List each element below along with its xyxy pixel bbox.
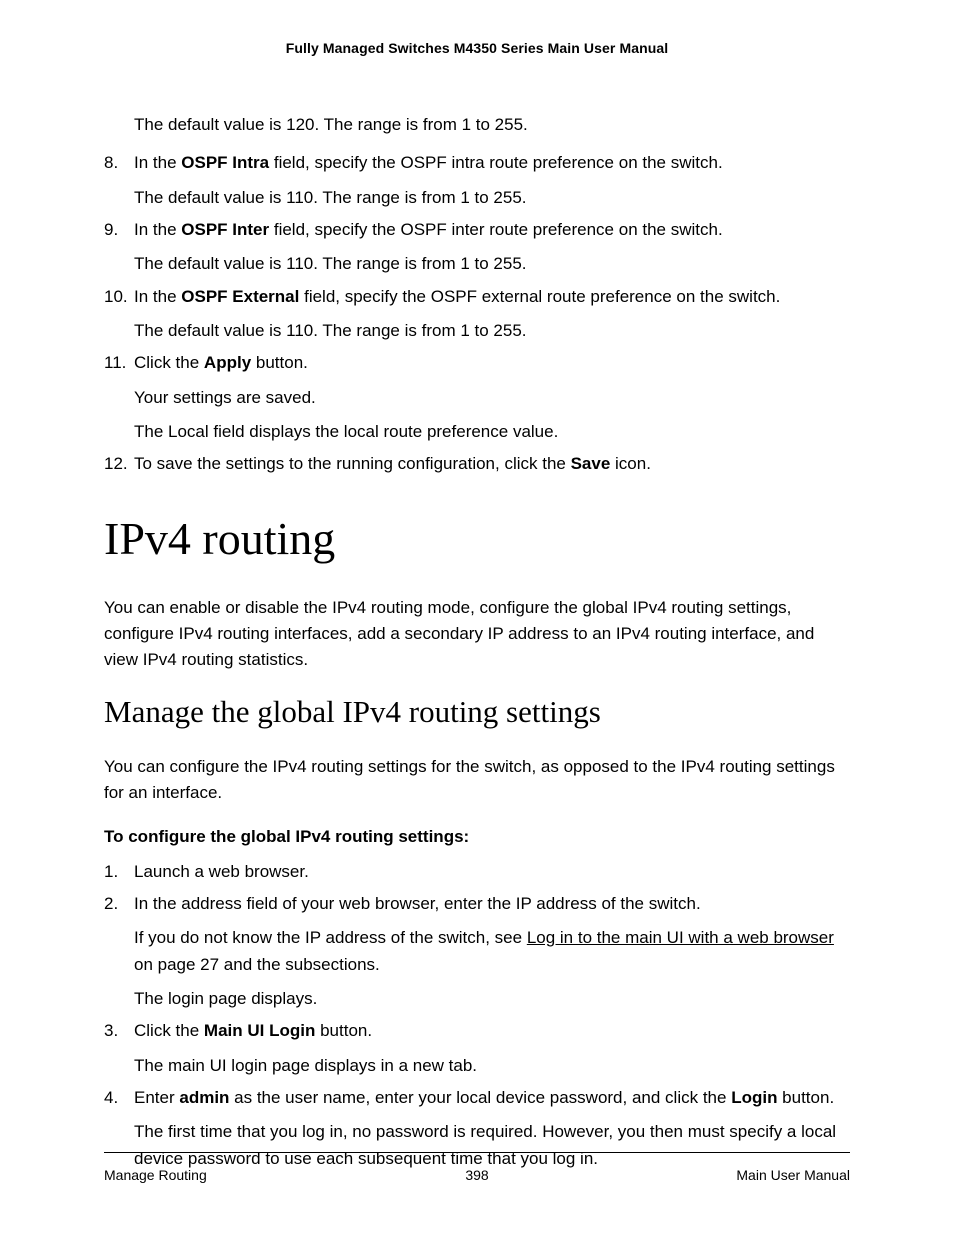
bold-text: Save	[571, 454, 611, 473]
footer-rule	[104, 1152, 850, 1153]
list-item-line: Click the Main UI Login button.	[134, 1018, 850, 1044]
steps-top-list: 8.In the OSPF Intra field, specify the O…	[104, 150, 850, 477]
list-item-line: Launch a web browser.	[134, 859, 850, 885]
list-item: 9.In the OSPF Inter field, specify the O…	[104, 217, 850, 278]
list-item-body: In the OSPF Intra field, specify the OSP…	[134, 150, 850, 211]
bold-text: OSPF External	[181, 287, 299, 306]
body-text: Launch a web browser.	[134, 862, 309, 881]
footer-page-number: 398	[104, 1167, 850, 1183]
list-item-line: The first time that you log in, no passw…	[134, 1119, 850, 1172]
list-item-line: To save the settings to the running conf…	[134, 451, 850, 477]
body-text: icon.	[610, 454, 651, 473]
list-item-number: 1.	[104, 859, 134, 885]
body-text: To save the settings to the running conf…	[134, 454, 571, 473]
list-item: 1.Launch a web browser.	[104, 859, 850, 885]
list-item-body: In the OSPF External field, specify the …	[134, 284, 850, 345]
body-text: In the	[134, 153, 181, 172]
body-text: In the address field of your web browser…	[134, 894, 701, 913]
list-item-line: In the address field of your web browser…	[134, 891, 850, 917]
list-item-line: Click the Apply button.	[134, 350, 850, 376]
bold-text: Main UI Login	[204, 1021, 315, 1040]
body-text: Your settings are saved.	[134, 388, 316, 407]
list-item-number: 9.	[104, 217, 134, 278]
body-text: Click the	[134, 1021, 204, 1040]
subsection-title: Manage the global IPv4 routing settings	[104, 694, 850, 730]
body-text: In the	[134, 220, 181, 239]
subsection-intro: You can configure the IPv4 routing setti…	[104, 754, 850, 807]
bold-text: admin	[179, 1088, 229, 1107]
body-text: on page 27 and the subsections.	[134, 955, 380, 974]
list-item-line: If you do not know the IP address of the…	[134, 925, 850, 978]
list-item: 2.In the address field of your web brows…	[104, 891, 850, 1012]
list-item-body: Enter admin as the user name, enter your…	[134, 1085, 850, 1172]
list-item-body: Click the Apply button. Your settings are…	[134, 350, 850, 445]
body-text: The Local field displays the local route…	[134, 422, 558, 441]
list-item-line: The default value is 110. The range is f…	[134, 318, 850, 344]
list-item: 4.Enter admin as the user name, enter yo…	[104, 1085, 850, 1172]
section-intro: You can enable or disable the IPv4 routi…	[104, 595, 850, 674]
list-item-number: 11.	[104, 350, 134, 445]
body-text: button.	[251, 353, 308, 372]
list-item-line: The login page displays.	[134, 986, 850, 1012]
list-item-line: In the OSPF External field, specify the …	[134, 284, 850, 310]
list-item-line: In the OSPF Intra field, specify the OSP…	[134, 150, 850, 176]
bold-text: OSPF Intra	[181, 153, 269, 172]
list-item-number: 8.	[104, 150, 134, 211]
body-text: field, specify the OSPF intra route pref…	[269, 153, 723, 172]
list-item-number: 2.	[104, 891, 134, 1012]
list-item-line: Enter admin as the user name, enter your…	[134, 1085, 850, 1111]
body-text: The default value is 110. The range is f…	[134, 254, 527, 273]
list-item-body: In the address field of your web browser…	[134, 891, 850, 1012]
document-header: Fully Managed Switches M4350 Series Main…	[104, 40, 850, 56]
link-text[interactable]: Log in to the main UI with a web browser	[527, 928, 834, 947]
list-item-number: 3.	[104, 1018, 134, 1079]
list-item-body: In the OSPF Inter field, specify the OSP…	[134, 217, 850, 278]
body-text: In the	[134, 287, 181, 306]
body-text: Click the	[134, 353, 204, 372]
task-title: To configure the global IPv4 routing set…	[104, 827, 850, 847]
bold-text: OSPF Inter	[181, 220, 269, 239]
body-text: Enter	[134, 1088, 179, 1107]
body-text: The default value is 110. The range is f…	[134, 321, 527, 340]
body-text: The main UI login page displays in a new…	[134, 1056, 477, 1075]
body-text: The first time that you log in, no passw…	[134, 1122, 836, 1167]
body-text: If you do not know the IP address of the…	[134, 928, 527, 947]
body-text: field, specify the OSPF inter route pref…	[269, 220, 723, 239]
list-item-line: The Local field displays the local route…	[134, 419, 850, 445]
list-item-line: Your settings are saved.	[134, 385, 850, 411]
list-item: 3.Click the Main UI Login button. The mai…	[104, 1018, 850, 1079]
body-text: as the user name, enter your local devic…	[229, 1088, 731, 1107]
body-text: field, specify the OSPF external route p…	[299, 287, 780, 306]
subsection-steps-list: 1.Launch a web browser.2.In the address …	[104, 859, 850, 1172]
list-item: 11.Click the Apply button. Your settings …	[104, 350, 850, 445]
list-item-line: In the OSPF Inter field, specify the OSP…	[134, 217, 850, 243]
list-item-line: The default value is 110. The range is f…	[134, 185, 850, 211]
list-item-number: 4.	[104, 1085, 134, 1172]
list-item-body: Click the Main UI Login button. The main …	[134, 1018, 850, 1079]
list-item-number: 12.	[104, 451, 134, 477]
page-footer: Manage Routing 398 Main User Manual	[104, 1167, 850, 1183]
list-item-number: 10.	[104, 284, 134, 345]
list-item: 12.To save the settings to the running c…	[104, 451, 850, 477]
list-item-body: Launch a web browser.	[134, 859, 850, 885]
list-item: 8.In the OSPF Intra field, specify the O…	[104, 150, 850, 211]
bold-text: Apply	[204, 353, 251, 372]
list-item: 10.In the OSPF External field, specify t…	[104, 284, 850, 345]
list-item-line: The main UI login page displays in a new…	[134, 1053, 850, 1079]
bold-text: Login	[731, 1088, 777, 1107]
section-title: IPv4 routing	[104, 512, 850, 565]
page-content: Fully Managed Switches M4350 Series Main…	[0, 0, 954, 1172]
body-text: The default value is 110. The range is f…	[134, 188, 527, 207]
body-text: button.	[777, 1088, 834, 1107]
continued-step-text: The default value is 120. The range is f…	[134, 112, 850, 138]
list-item-line: The default value is 110. The range is f…	[134, 251, 850, 277]
list-item-body: To save the settings to the running conf…	[134, 451, 850, 477]
body-text: The login page displays.	[134, 989, 317, 1008]
body-text: button.	[315, 1021, 372, 1040]
